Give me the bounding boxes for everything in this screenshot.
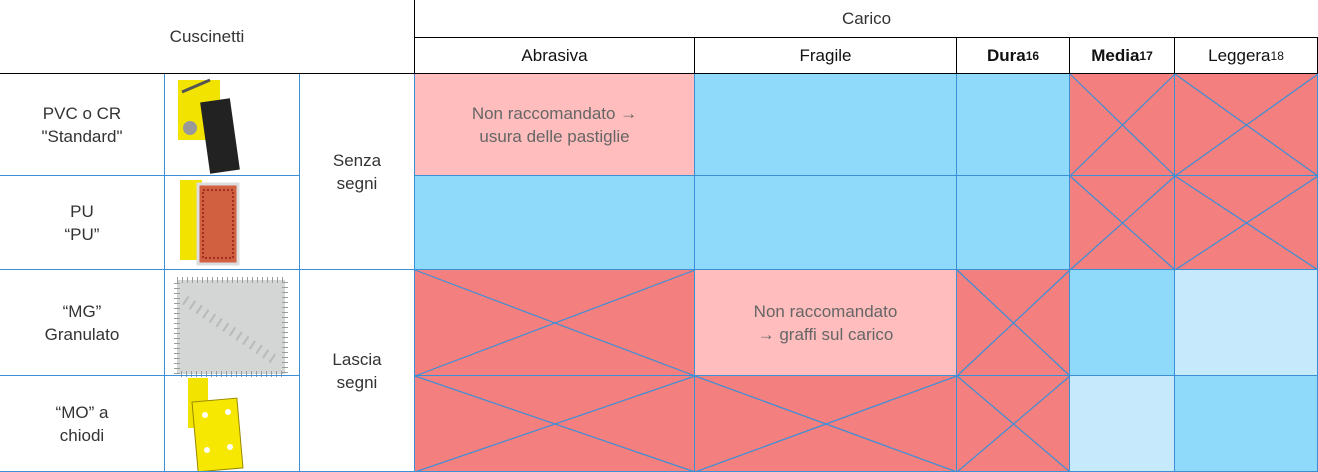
load-cell — [1070, 270, 1175, 376]
pad-name: “MG” Granulato — [0, 270, 165, 376]
column-label: Abrasiva — [521, 46, 588, 65]
column-header: Media 17 — [1070, 38, 1175, 74]
pad-name: PVC o CR "Standard" — [0, 74, 165, 176]
pad-picture-cell — [165, 270, 300, 376]
load-cell: Non raccomandato → usura delle pastiglie — [415, 74, 695, 176]
load-cell — [695, 176, 957, 270]
column-label: Leggera — [1208, 46, 1271, 65]
column-header: Fragile — [695, 38, 957, 74]
pad-name: “MO” a chiodi — [0, 376, 165, 472]
column-label: Dura — [986, 46, 1026, 65]
load-cell — [1175, 376, 1318, 472]
load-cell: Non raccomandato → graffi sul carico — [695, 270, 957, 376]
cross-line — [1174, 73, 1318, 177]
pad-picture-mo — [188, 378, 244, 472]
cross-line — [956, 269, 1071, 377]
column-label: Media — [1091, 46, 1140, 65]
load-cell — [415, 176, 695, 270]
pad-picture-mg — [174, 277, 288, 377]
cross-line — [694, 375, 958, 472]
cross-line — [1069, 73, 1176, 177]
cross-line — [1069, 175, 1176, 271]
load-cell — [1070, 376, 1175, 472]
load-cell — [1175, 270, 1318, 376]
pad-picture-cell — [165, 176, 300, 270]
load-cell — [957, 74, 1070, 176]
load-header: Carico — [415, 0, 1318, 38]
group-header: Cuscinetti — [0, 0, 415, 74]
cross-line — [414, 269, 696, 377]
pad-picture-pu — [180, 180, 240, 266]
cross-line — [414, 375, 696, 472]
pad-picture-pvc — [178, 78, 240, 174]
pad-picture-cell — [165, 74, 300, 176]
mark-group: Senza segni — [300, 74, 415, 270]
column-header: Dura 16 — [957, 38, 1070, 74]
cross-line — [956, 375, 1071, 472]
load-cell — [695, 74, 957, 176]
cross-line — [1174, 175, 1318, 271]
column-header: Abrasiva — [415, 38, 695, 74]
pad-name: PU “PU” — [0, 176, 165, 270]
load-cell — [957, 176, 1070, 270]
column-label: Fragile — [799, 46, 852, 65]
